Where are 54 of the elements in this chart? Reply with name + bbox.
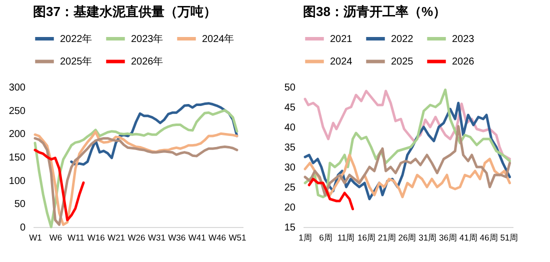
- y-tick-label: 50: [284, 82, 296, 94]
- line-series: [304, 124, 511, 196]
- y-tick-label: 250: [8, 106, 26, 117]
- y-tick-label: 0: [20, 222, 26, 234]
- x-tick-label: 36周: [439, 232, 458, 242]
- y-tick-label: 30: [284, 162, 296, 174]
- line-series: [308, 178, 354, 210]
- legend-label: 2023: [452, 34, 475, 45]
- x-tick-label: W36: [168, 232, 186, 242]
- x-tick-label: 1周: [298, 232, 312, 242]
- y-tick-label: 300: [8, 82, 26, 94]
- y-tick-label: 20: [284, 202, 296, 214]
- legend-label: 2025年: [60, 56, 92, 68]
- legend-label: 2021: [330, 34, 353, 45]
- line-series: [34, 148, 85, 222]
- legend-label: 2023年: [131, 32, 164, 45]
- x-tick-label: 11周: [337, 232, 356, 242]
- x-tick-label: 26周: [398, 232, 417, 242]
- x-tick-label: W21: [108, 232, 126, 242]
- y-tick-label: 200: [8, 129, 26, 140]
- chart-title: 图38：沥青开工率（%）: [303, 4, 446, 19]
- legend-label: 2025: [391, 56, 414, 68]
- y-tick-label: 150: [8, 152, 26, 164]
- y-tick-label: 40: [284, 122, 296, 134]
- x-tick-label: W46: [208, 232, 226, 242]
- x-tick-label: 31周: [418, 232, 438, 242]
- chart-title: 图37：基建水泥直供量（万吨）: [33, 4, 216, 19]
- x-tick-label: W31: [148, 232, 166, 242]
- x-tick-label: W51: [228, 232, 246, 242]
- y-tick-label: 35: [284, 142, 296, 154]
- y-tick-label: 50: [14, 199, 26, 210]
- x-tick-label: 16周: [357, 232, 376, 242]
- x-tick-label: W41: [188, 232, 206, 242]
- legend-label: 2024: [330, 56, 353, 68]
- line-series: [34, 109, 238, 228]
- x-tick-label: W1: [29, 232, 42, 242]
- x-tick-label: 46周: [480, 232, 498, 242]
- x-tick-label: W26: [128, 232, 146, 242]
- x-tick-label: 51周: [500, 232, 519, 242]
- x-tick-label: W6: [49, 232, 62, 242]
- y-tick-label: 15: [284, 222, 296, 234]
- x-tick-label: 41周: [459, 232, 478, 242]
- legend-label: 2022年: [60, 32, 92, 45]
- legend-label: 2026: [452, 56, 475, 68]
- y-tick-label: 45: [284, 102, 296, 114]
- legend-label: 2026年: [131, 56, 164, 68]
- x-tick-label: W16: [87, 232, 106, 242]
- y-tick-label: 100: [8, 176, 26, 187]
- legend-label: 2024年: [202, 32, 234, 45]
- x-tick-label: 21周: [378, 232, 396, 242]
- x-tick-label: 6周: [319, 232, 333, 242]
- x-tick-label: W11: [67, 232, 85, 242]
- y-tick-label: 25: [284, 182, 296, 194]
- legend-label: 2022: [391, 34, 414, 45]
